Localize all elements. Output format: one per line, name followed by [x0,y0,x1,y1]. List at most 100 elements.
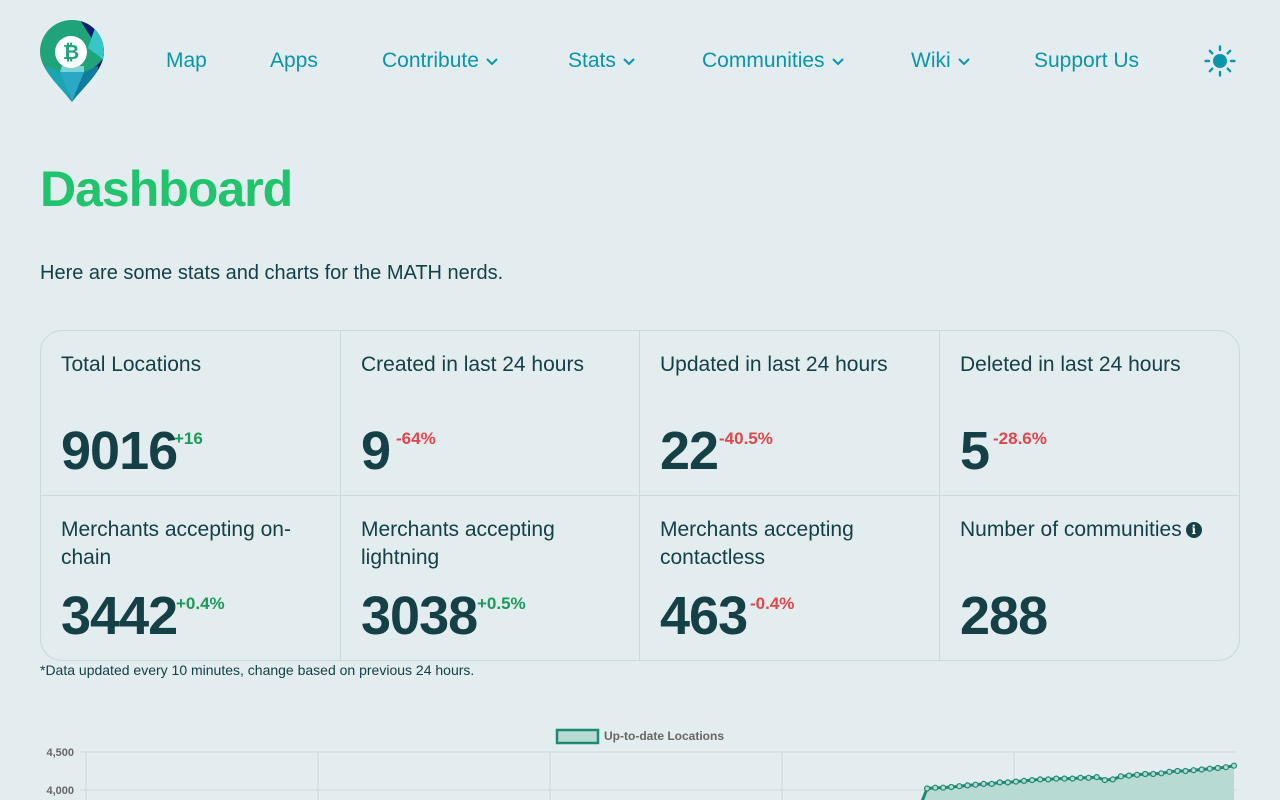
data-point[interactable] [1077,774,1084,781]
stat-card-deleted: Deleted in last 24 hours 5 -28.6% [940,331,1239,496]
nav-contribute-label: Contribute [382,49,479,72]
data-point[interactable] [1109,776,1116,783]
data-point[interactable] [1028,776,1036,784]
data-point[interactable] [1222,764,1230,771]
stats-grid: Total Locations 9016 +16 Created in last… [40,330,1240,661]
nav-apps-label: Apps [270,49,318,72]
stat-card-lightning: Merchants accepting lightning 3038 +0.5% [341,496,640,660]
stat-change: +16 [174,429,203,448]
y-tick-label: 4,500 [46,747,74,759]
nav-map-label: Map [166,49,207,72]
chevron-down-icon [957,58,970,66]
stat-value: 288 [960,586,1048,646]
nav-contribute[interactable]: Contribute [382,46,499,76]
y-tick-label: 4,000 [46,785,74,797]
nav-wiki-label: Wiki [911,49,951,72]
data-point[interactable] [1198,766,1205,773]
chevron-down-icon [623,58,635,66]
stat-change: -28.6% [993,429,1047,448]
data-point[interactable] [1101,776,1108,784]
stat-label: Updated in last 24 hours [660,353,888,376]
data-point[interactable] [988,780,995,788]
series-line [920,764,1235,800]
nav-apps[interactable]: Apps [270,46,318,76]
stat-value: 3038 [361,586,478,646]
data-point[interactable] [1069,775,1076,782]
page-title: Dashboard [40,161,293,217]
stat-card-contactless: Merchants accepting contactless 463 -0.4… [640,496,940,660]
nav-stats[interactable]: Stats [568,46,636,76]
data-point[interactable] [1214,764,1221,772]
data-point[interactable] [1190,767,1197,774]
info-icon[interactable]: i [1185,522,1202,539]
data-point[interactable] [932,784,939,791]
data-point[interactable] [1093,773,1100,781]
data-point[interactable] [1117,773,1125,780]
nav-support-us-label: Support Us [1034,49,1140,72]
stat-label-text: Number of communities [960,518,1182,541]
stat-value: 9 [361,421,391,481]
data-point[interactable] [1012,778,1020,785]
data-point[interactable] [996,779,1003,786]
stat-label: Number of communities i [960,516,1211,544]
data-point[interactable] [1174,767,1181,775]
sun-icon[interactable] [1204,45,1236,77]
data-point[interactable] [1142,770,1149,778]
data-point[interactable] [1133,771,1141,778]
chart-series [919,762,1238,800]
data-point[interactable] [964,782,971,789]
stat-label: Created in last 24 hours [361,353,584,376]
data-point[interactable] [980,780,987,788]
data-point[interactable] [1045,776,1052,783]
stat-label: Deleted in last 24 hours [960,353,1181,376]
data-point[interactable] [1053,775,1060,782]
data-point[interactable] [956,783,963,790]
svg-text:₿: ₿ [63,40,79,64]
data-point[interactable] [1125,772,1133,779]
data-point[interactable] [1230,762,1238,769]
stat-label: Merchants accepting contactless [660,518,854,569]
nav-support-us[interactable]: Support Us [1034,46,1139,76]
stat-change: +0.4% [176,594,225,613]
legend-label: Up-to-date Locations [604,729,724,743]
stat-card-total-locations: Total Locations 9016 +16 [41,331,341,496]
chart-legend[interactable]: Up-to-date Locations [555,728,724,745]
nav-communities-label: Communities [702,49,825,72]
data-point[interactable] [1085,774,1092,781]
stat-label: Merchants accepting lightning [361,518,555,569]
locations-chart: Up-to-date Locations 4,500 4,000 [46,728,1238,800]
nav-wiki[interactable]: Wiki [911,46,971,76]
data-point[interactable] [948,783,955,791]
legend-swatch [555,728,600,745]
page-subtitle: Here are some stats and charts for the M… [40,262,504,284]
data-point[interactable] [1206,765,1213,772]
stat-card-created: Created in last 24 hours 9 -64% [341,331,640,496]
data-point[interactable] [1020,777,1028,785]
stat-change: -40.5% [719,429,773,448]
data-point[interactable] [1004,779,1011,786]
data-point[interactable] [1037,776,1044,783]
btcmap-logo[interactable]: ₿ [40,20,104,102]
stat-value: 463 [660,586,748,646]
data-point[interactable] [1166,768,1173,775]
data-point[interactable] [940,784,947,791]
nav-map[interactable]: Map [166,46,207,76]
data-point[interactable] [1158,770,1165,777]
top-navigation: ₿ Map Apps Contribute Stats Communities … [0,0,1280,120]
data-point[interactable] [1182,767,1189,775]
stat-change: +0.5% [477,594,526,613]
nav-stats-label: Stats [568,49,616,72]
data-point[interactable] [1150,770,1157,778]
data-point[interactable] [972,781,979,788]
data-point[interactable] [923,785,931,792]
stat-label: Merchants accepting on-chain [61,518,291,569]
stat-card-onchain: Merchants accepting on-chain 3442 +0.4% [41,496,341,660]
stat-value: 9016 [61,421,178,481]
chevron-down-icon [486,58,498,66]
stat-change: -0.4% [750,594,795,613]
stat-card-updated: Updated in last 24 hours 22 -40.5% [640,331,940,496]
data-point[interactable] [1061,775,1068,782]
nav-communities[interactable]: Communities [702,46,845,76]
data-footnote: *Data updated every 10 minutes, change b… [40,662,475,678]
stat-change: -64% [396,429,436,448]
